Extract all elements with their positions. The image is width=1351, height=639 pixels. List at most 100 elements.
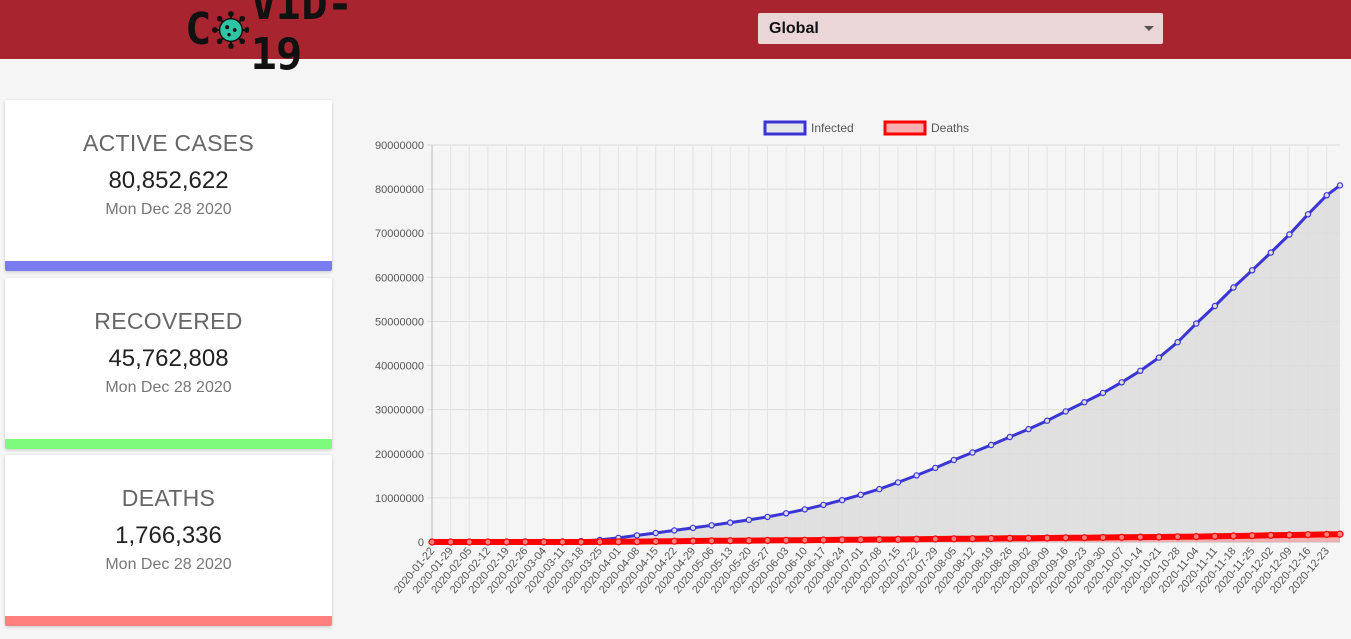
data-point bbox=[801, 506, 808, 513]
region-select[interactable]: Global bbox=[758, 13, 1163, 44]
data-point bbox=[950, 456, 958, 464]
data-point bbox=[1081, 399, 1088, 406]
y-tick-label: 20000000 bbox=[375, 449, 424, 461]
data-point bbox=[913, 472, 920, 479]
chevron-down-icon bbox=[1144, 26, 1154, 31]
card-value: 1,766,336 bbox=[115, 522, 222, 549]
data-point bbox=[931, 535, 939, 543]
data-point bbox=[708, 537, 716, 545]
data-point bbox=[950, 535, 958, 543]
card-accent-bar bbox=[5, 616, 332, 626]
data-point bbox=[1118, 533, 1126, 541]
deaths-card: DEATHS 1,766,336 Mon Dec 28 2020 bbox=[5, 455, 332, 626]
recovered-card: RECOVERED 45,762,808 Mon Dec 28 2020 bbox=[5, 278, 332, 449]
y-tick-label: 60000000 bbox=[375, 272, 424, 284]
virus-icon bbox=[211, 11, 250, 49]
data-point bbox=[671, 527, 678, 534]
data-point bbox=[969, 449, 976, 456]
card-title: DEATHS bbox=[121, 485, 216, 511]
data-point bbox=[1043, 417, 1051, 424]
data-point bbox=[801, 536, 809, 544]
data-point bbox=[726, 537, 734, 545]
legend-swatch bbox=[883, 120, 927, 136]
card-title: RECOVERED bbox=[94, 308, 243, 334]
data-point bbox=[614, 538, 622, 546]
data-point bbox=[727, 519, 734, 526]
data-point bbox=[1099, 389, 1107, 397]
data-point bbox=[1080, 534, 1089, 542]
card-value: 45,762,808 bbox=[108, 345, 229, 372]
data-point bbox=[745, 537, 753, 545]
card-date: Mon Dec 28 2020 bbox=[105, 379, 232, 396]
data-point bbox=[1267, 531, 1275, 539]
data-point bbox=[819, 536, 827, 544]
data-point bbox=[1286, 231, 1293, 238]
card-title: ACTIVE CASES bbox=[82, 130, 255, 156]
series-area-infected bbox=[432, 185, 1340, 542]
y-tick-label: 40000000 bbox=[375, 361, 424, 373]
data-point bbox=[1248, 267, 1256, 274]
data-point bbox=[764, 513, 771, 521]
data-point bbox=[633, 538, 641, 546]
legend-label: Deaths bbox=[931, 121, 969, 135]
data-point bbox=[987, 534, 995, 543]
card-value: 80,852,622 bbox=[108, 167, 229, 194]
data-point bbox=[596, 538, 604, 546]
data-point bbox=[558, 538, 567, 546]
data-point bbox=[1136, 533, 1144, 541]
y-tick-label: 80000000 bbox=[375, 184, 424, 196]
data-point bbox=[1304, 531, 1312, 539]
data-point bbox=[1336, 530, 1344, 538]
region-select-value: Global bbox=[769, 19, 819, 37]
data-point bbox=[857, 536, 865, 544]
data-point bbox=[820, 501, 827, 509]
data-point bbox=[1267, 249, 1275, 256]
y-tick-label: 10000000 bbox=[375, 493, 424, 505]
card-accent-bar bbox=[5, 261, 332, 271]
data-point bbox=[1174, 338, 1181, 346]
data-point bbox=[577, 538, 585, 546]
data-point bbox=[1006, 433, 1014, 441]
card-date: Mon Dec 28 2020 bbox=[105, 201, 232, 218]
data-point bbox=[689, 524, 697, 532]
data-point bbox=[1155, 354, 1163, 361]
data-point bbox=[1229, 532, 1238, 540]
data-point bbox=[988, 441, 995, 449]
y-tick-label: 0 bbox=[418, 537, 424, 549]
data-point bbox=[1137, 367, 1144, 374]
data-point bbox=[446, 538, 455, 546]
data-point bbox=[894, 479, 902, 486]
data-point bbox=[1285, 531, 1294, 539]
y-tick-label: 50000000 bbox=[375, 316, 424, 328]
data-point bbox=[1304, 211, 1312, 218]
logo-text-left: C bbox=[185, 4, 211, 55]
data-point bbox=[1099, 533, 1107, 542]
data-point bbox=[838, 496, 846, 504]
data-point bbox=[1062, 534, 1070, 542]
data-point bbox=[1043, 534, 1051, 542]
data-point bbox=[857, 491, 864, 498]
data-point bbox=[428, 538, 436, 546]
data-point bbox=[894, 535, 902, 543]
data-point bbox=[1006, 534, 1014, 542]
data-point bbox=[1173, 533, 1182, 541]
data-point bbox=[838, 536, 846, 544]
card-date: Mon Dec 28 2020 bbox=[105, 556, 232, 573]
card-accent-bar bbox=[5, 439, 332, 449]
data-point bbox=[1248, 532, 1256, 540]
data-point bbox=[1118, 379, 1125, 386]
y-tick-label: 90000000 bbox=[375, 140, 424, 152]
legend-swatch bbox=[763, 120, 807, 136]
y-tick-label: 30000000 bbox=[375, 405, 424, 417]
data-point bbox=[484, 538, 492, 546]
covid-logo: C VID-19 bbox=[185, 0, 395, 80]
data-point bbox=[1062, 408, 1069, 415]
data-point bbox=[745, 516, 753, 524]
data-point bbox=[708, 522, 715, 529]
data-point bbox=[1192, 533, 1200, 541]
data-point bbox=[633, 532, 641, 539]
data-point bbox=[1211, 532, 1219, 540]
active-cases-card: ACTIVE CASES 80,852,622 Mon Dec 28 2020 bbox=[5, 100, 332, 271]
data-point bbox=[652, 529, 659, 537]
data-point bbox=[521, 538, 529, 546]
